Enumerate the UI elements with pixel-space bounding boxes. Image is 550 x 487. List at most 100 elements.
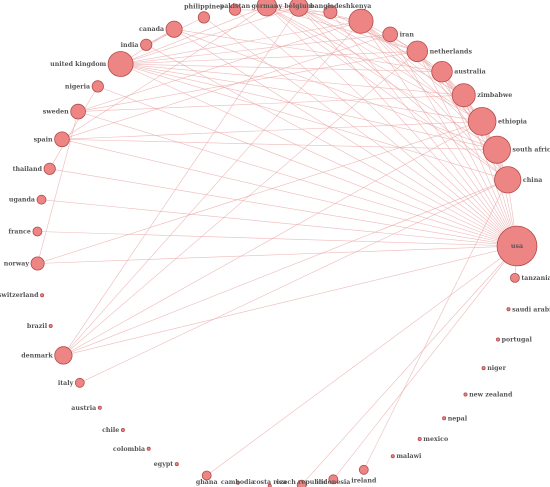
node-france: france bbox=[8, 226, 43, 237]
edge-netherlands-denmark bbox=[63, 51, 418, 356]
node-portugal: portugal bbox=[495, 337, 533, 344]
node-netherlands: netherlands bbox=[406, 40, 472, 63]
node-circle-egypt bbox=[174, 462, 179, 467]
node-costa-rica: costa rica bbox=[253, 479, 287, 487]
node-indonesia: indonesia bbox=[316, 474, 350, 486]
node-china: china bbox=[494, 166, 542, 194]
node-switzerland: switzerland bbox=[0, 292, 45, 299]
node-belgium: belgium bbox=[284, 0, 314, 17]
node-label-norway: norway bbox=[4, 261, 30, 268]
edge-kenya-sweden bbox=[78, 20, 362, 112]
node-label-portugal: portugal bbox=[502, 337, 533, 344]
node-label-malawi: malawi bbox=[396, 453, 422, 460]
edge-united-kingdom-china bbox=[120, 63, 508, 181]
edge-sweden-norway bbox=[37, 111, 79, 264]
node-label-china: china bbox=[523, 177, 542, 184]
node-circle-portugal bbox=[495, 337, 500, 342]
node-india: india bbox=[121, 38, 153, 51]
edge-usa-belgium bbox=[298, 6, 518, 247]
node-niger: niger bbox=[481, 365, 507, 372]
node-sweden: sweden bbox=[43, 103, 86, 120]
node-kenya: kenya bbox=[348, 3, 374, 34]
edge-china-italy bbox=[79, 179, 508, 384]
node-label-kenya: kenya bbox=[351, 3, 372, 10]
node-circle-indonesia bbox=[328, 474, 339, 485]
node-mexico: mexico bbox=[417, 436, 448, 443]
edge-usa-czech-republic bbox=[301, 245, 518, 485]
node-circle-zimbabwe bbox=[451, 83, 476, 108]
edge-usa-pakistan bbox=[234, 9, 518, 247]
node-label-ethiopia: ethiopia bbox=[498, 118, 527, 125]
node-label-chile: chile bbox=[102, 427, 119, 434]
edge-usa-netherlands bbox=[417, 51, 518, 247]
node-label-nigeria: nigeria bbox=[65, 83, 90, 90]
node-circle-saudi-arabia bbox=[506, 307, 511, 312]
node-label-france: france bbox=[8, 229, 31, 236]
node-united-kingdom: united kingdom bbox=[50, 51, 134, 77]
node-circle-spain bbox=[54, 131, 70, 148]
edge-usa-nigeria bbox=[97, 86, 518, 247]
node-circle-canada bbox=[165, 20, 183, 38]
node-label-brazil: brazil bbox=[27, 323, 48, 330]
edge-usa-denmark bbox=[63, 245, 518, 356]
edge-usa-norway bbox=[37, 245, 518, 264]
node-circle-pakistan bbox=[228, 3, 242, 16]
edge-germany-spain bbox=[61, 5, 267, 140]
edge-kenya-denmark bbox=[63, 21, 362, 356]
edge-united-kingdom-australia bbox=[120, 63, 443, 72]
node-chile: chile bbox=[102, 427, 125, 434]
edge-ethiopia-belgium bbox=[298, 6, 483, 122]
node-label-nepal: nepal bbox=[448, 415, 468, 422]
node-label-colombia: colombia bbox=[113, 446, 145, 453]
node-label-south-africa: south africa bbox=[512, 147, 550, 154]
node-circle-united-kingdom bbox=[107, 51, 134, 77]
edge-south-africa-germany bbox=[266, 5, 498, 150]
edge-usa-france bbox=[37, 231, 518, 247]
node-label-pakistan: pakistan bbox=[220, 3, 251, 10]
node-label-uganda: uganda bbox=[9, 197, 35, 204]
node-circle-belgium bbox=[289, 0, 309, 17]
node-label-thailand: thailand bbox=[13, 166, 43, 173]
node-circle-czech-republic bbox=[296, 479, 307, 487]
edge-south-africa-australia bbox=[441, 71, 498, 150]
node-iran: iran bbox=[382, 26, 414, 43]
node-cambodia: cambodia bbox=[221, 479, 255, 486]
edge-usa-thailand bbox=[49, 168, 518, 247]
node-circle-costa-rica bbox=[267, 483, 272, 487]
edge-usa-united-kingdom bbox=[120, 63, 518, 247]
node-bangladesh: bangladesh bbox=[310, 3, 351, 19]
node-circle-brazil bbox=[48, 323, 53, 328]
node-circle-france bbox=[32, 226, 43, 237]
node-label-zimbabwe: zimbabwe bbox=[477, 92, 512, 99]
node-circle-cambodia bbox=[235, 480, 240, 485]
node-brazil: brazil bbox=[27, 323, 53, 330]
edge-australia-canada bbox=[174, 28, 443, 72]
edge-china-germany bbox=[266, 5, 508, 181]
edge-usa-india bbox=[146, 44, 518, 247]
node-egypt: egypt bbox=[154, 461, 179, 468]
node-label-egypt: egypt bbox=[154, 461, 173, 468]
node-spain: spain bbox=[34, 131, 70, 148]
node-label-ghana: ghana bbox=[196, 479, 218, 486]
edge-usa-kenya bbox=[360, 21, 518, 247]
edge-ethiopia-spain bbox=[61, 121, 483, 140]
node-circle-usa bbox=[496, 225, 538, 267]
edge-south-africa-spain bbox=[61, 139, 497, 150]
edge-united-kingdom-kenya bbox=[120, 20, 362, 65]
edge-spain-iran bbox=[61, 34, 391, 140]
node-malawi: malawi bbox=[390, 453, 422, 460]
node-label-indonesia: indonesia bbox=[316, 479, 350, 486]
edge-kenya-germany bbox=[266, 5, 362, 22]
node-circle-niger bbox=[481, 366, 486, 371]
node-label-new-zealand: new zealand bbox=[469, 392, 513, 399]
edge-united-kingdom-iran bbox=[120, 34, 391, 65]
node-pakistan: pakistan bbox=[220, 3, 251, 16]
node-circle-norway bbox=[30, 256, 45, 271]
node-circle-denmark bbox=[54, 346, 73, 365]
node-italy: italy bbox=[58, 377, 85, 388]
edge-usa-philippines bbox=[203, 17, 518, 247]
node-label-philippines: philippines bbox=[184, 4, 224, 11]
node-label-italy: italy bbox=[58, 380, 74, 387]
node-label-czech-republic: czech republic bbox=[276, 479, 328, 486]
node-circle-netherlands bbox=[406, 40, 429, 63]
